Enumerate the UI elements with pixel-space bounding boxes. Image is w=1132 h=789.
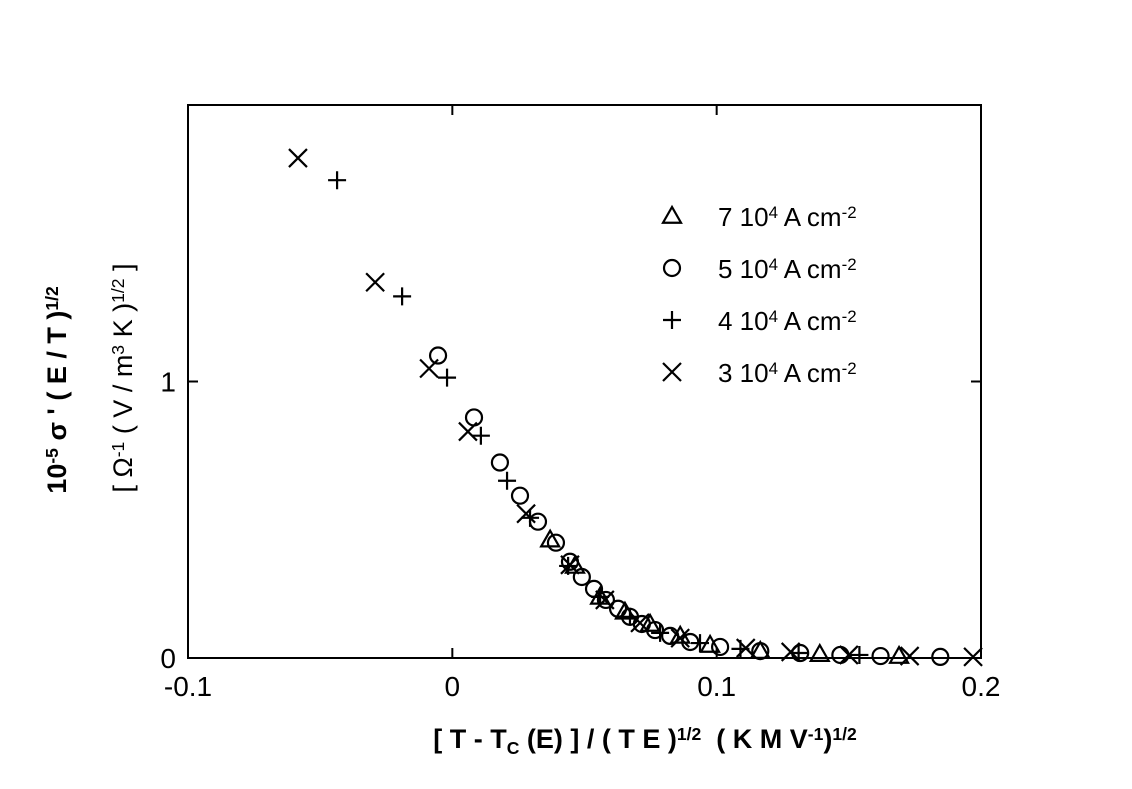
data-point (681, 632, 700, 652)
data-point (595, 590, 615, 610)
superscript: 4 (769, 307, 778, 326)
legend-marker (662, 362, 682, 382)
x-tick-label: 0 (445, 671, 461, 702)
data-point (490, 453, 510, 472)
text-part: ( K M V (701, 724, 808, 754)
text-part: [ T - T (433, 724, 507, 754)
superscript: 4 (769, 203, 778, 222)
data-point (328, 171, 347, 190)
text-part: 5 10 (718, 254, 769, 284)
data-point (931, 647, 950, 666)
data-point (871, 646, 890, 666)
data-point (393, 287, 412, 306)
data-point (691, 634, 710, 653)
legend-label: 5 104 A cm-2 (718, 254, 857, 284)
text-part: σ ' ( E / T ) (42, 311, 72, 448)
data-point (735, 638, 756, 658)
data-point (498, 471, 517, 490)
superscript: -2 (842, 359, 857, 378)
superscript: -1 (808, 724, 824, 744)
x-axis-label: [ T - TC (E) ] / ( T E )1/2 ( K M V-1)1/… (433, 724, 857, 758)
superscript: 3 (108, 345, 128, 355)
data-point (751, 641, 770, 661)
superscript: -1 (108, 442, 128, 458)
data-point (438, 368, 457, 387)
legend-marker (661, 204, 683, 224)
data-point (899, 646, 920, 666)
data-point (572, 567, 591, 587)
subscript: C (507, 738, 520, 758)
data-point (516, 503, 536, 524)
data-point (458, 421, 478, 442)
text-part: [ Ω (108, 457, 138, 492)
data-point (749, 639, 772, 659)
text-part: ] (108, 264, 138, 279)
text-part: A cm (778, 358, 842, 388)
data-point (560, 555, 580, 575)
y-tick-label: 0 (160, 643, 176, 674)
text-part: 7 10 (718, 202, 769, 232)
data-point (831, 645, 850, 665)
data-point (539, 528, 562, 548)
data-point (428, 346, 448, 365)
superscript: -2 (842, 307, 857, 326)
text-part: ( V / m (108, 355, 138, 442)
text-part: K ) (108, 303, 138, 345)
x-tick-label: -0.1 (164, 671, 212, 702)
y-axis-label: 10-5 σ ' ( E / T )1/2 (42, 286, 72, 494)
superscript: 1/2 (108, 279, 128, 303)
superscript: 1/2 (42, 286, 62, 311)
x-tick-label: 0.2 (962, 671, 1001, 702)
data-point (528, 512, 548, 531)
text-part: A cm (778, 254, 842, 284)
data-point (596, 590, 616, 610)
data-point (365, 272, 385, 293)
data-point (288, 148, 308, 168)
data-point (670, 628, 690, 648)
data-point (839, 645, 859, 665)
legend-marker (663, 311, 681, 329)
superscript: -2 (842, 203, 857, 222)
data-point (471, 426, 490, 445)
legend-label: 3 104 A cm-2 (718, 358, 857, 388)
legend-marker (662, 258, 682, 278)
data-point (651, 623, 670, 642)
y-tick-label: 1 (160, 367, 176, 398)
data-point (560, 552, 580, 571)
data-point (591, 587, 610, 606)
data-point (630, 613, 650, 633)
superscript: -5 (42, 448, 62, 464)
text-part: 3 10 (718, 358, 769, 388)
superscript: 1/2 (832, 724, 857, 744)
text-part: ) (823, 724, 832, 754)
text-part: 10 (42, 464, 72, 494)
text-part: A cm (778, 306, 842, 336)
text-part: (E) ] / ( T E ) (519, 724, 676, 754)
data-point (620, 607, 639, 626)
superscript: 1/2 (677, 724, 702, 744)
legend-label: 7 104 A cm-2 (718, 202, 857, 232)
y-axis-label-units: [ Ω-1 ( V / m3 K )1/2 ] (108, 264, 138, 493)
plot-frame (187, 104, 982, 659)
data-point (780, 642, 801, 662)
data-point (808, 642, 831, 662)
text-part: A cm (778, 202, 842, 232)
data-point (464, 408, 484, 427)
data-point (711, 637, 730, 657)
data-point (850, 645, 869, 664)
superscript: -2 (842, 255, 857, 274)
superscript: 4 (769, 255, 778, 274)
data-point (888, 644, 910, 664)
data-point (419, 358, 439, 379)
legend-label: 4 104 A cm-2 (718, 306, 857, 336)
data-point (546, 533, 566, 552)
data-point (510, 486, 530, 505)
x-tick-label: 0.1 (697, 671, 736, 702)
text-part: 4 10 (718, 306, 769, 336)
data-point (963, 647, 983, 667)
superscript: 4 (769, 359, 778, 378)
